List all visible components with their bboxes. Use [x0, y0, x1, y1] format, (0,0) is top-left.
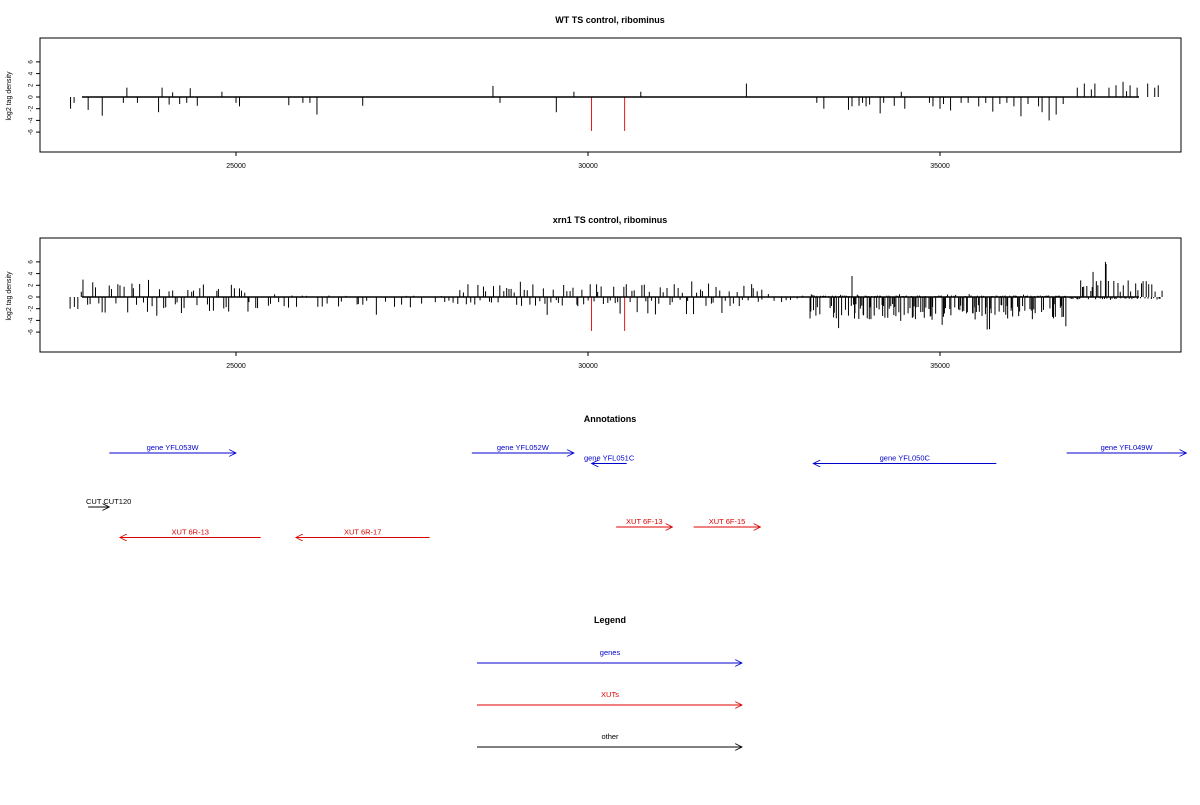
wt-track-panel: WT TS control, ribominus log2 tag densit…	[6, 15, 1182, 170]
x-tick-label: 30000	[578, 363, 598, 370]
xrn1-track-frame	[39, 237, 1182, 353]
y-tick-label: 0	[28, 95, 35, 99]
y-tick-label: 0	[28, 295, 35, 299]
feature-label: gene YFL050C	[880, 454, 931, 463]
feature-label: XUT 6F-15	[709, 517, 746, 526]
legend-label-xuts: XUTs	[601, 690, 619, 699]
wt-track-y-axis: -6 -4 -2 0 2 4 6	[28, 60, 40, 135]
y-tick-label: 2	[28, 83, 35, 87]
x-tick-label: 35000	[930, 363, 950, 370]
xrn1-track-title: xrn1 TS control, ribominus	[553, 215, 668, 225]
xrn1-track-panel: xrn1 TS control, ribominus log2 tag dens…	[6, 215, 1182, 370]
y-tick-label: -4	[28, 317, 35, 323]
y-tick-label: 6	[28, 60, 35, 64]
y-tick-label: -2	[28, 105, 35, 111]
y-tick-label: 4	[28, 71, 35, 75]
y-tick-label: -6	[28, 329, 35, 335]
y-tick-label: -4	[28, 117, 35, 123]
wt-track-title: WT TS control, ribominus	[555, 15, 665, 25]
feature-label: gene YFL052W	[497, 443, 550, 452]
annotations-title: Annotations	[584, 414, 637, 424]
feature-label: gene YFL049W	[1101, 443, 1154, 452]
y-tick-label: 4	[28, 271, 35, 275]
legend-label-genes: genes	[600, 648, 621, 657]
y-tick-label: -6	[28, 129, 35, 135]
feature-label: CUT CUT120	[86, 497, 131, 506]
legend: Legend genes XUTs other	[477, 615, 742, 747]
y-tick-label: -2	[28, 305, 35, 311]
legend-label-other: other	[601, 732, 619, 741]
xrn1-track-x-axis: 25000 30000 35000	[226, 352, 950, 370]
feature-label: XUT 6R-17	[344, 528, 381, 537]
x-tick-label: 30000	[578, 163, 598, 170]
annotations-panel: Annotations gene YFL053W gene YFL052Wgene…	[86, 414, 1186, 538]
wt-track-bars	[70, 81, 1159, 131]
xrn1-track-ylabel: log2 tag density	[6, 271, 13, 321]
wt-track-frame	[39, 37, 1182, 153]
xrn1-track-y-axis: -6 -4 -2 0 2 4 6	[28, 260, 40, 335]
wt-track-ylabel: log2 tag density	[6, 71, 13, 121]
feature-label: gene YFL051C	[584, 454, 635, 463]
feature-label: XUT 6R-13	[172, 528, 209, 537]
legend-title: Legend	[594, 615, 626, 625]
feature-label: XUT 6F-13	[626, 517, 663, 526]
x-tick-label: 35000	[930, 163, 950, 170]
y-tick-label: 2	[28, 283, 35, 287]
wt-track-x-axis: 25000 30000 35000	[226, 152, 950, 170]
y-tick-label: 6	[28, 260, 35, 264]
x-tick-label: 25000	[226, 163, 246, 170]
annotation-features: gene YFL053W gene YFL052W gene YFL051C gene…	[86, 443, 1186, 538]
feature-label: gene YFL053W	[147, 443, 200, 452]
x-tick-label: 25000	[226, 363, 246, 370]
